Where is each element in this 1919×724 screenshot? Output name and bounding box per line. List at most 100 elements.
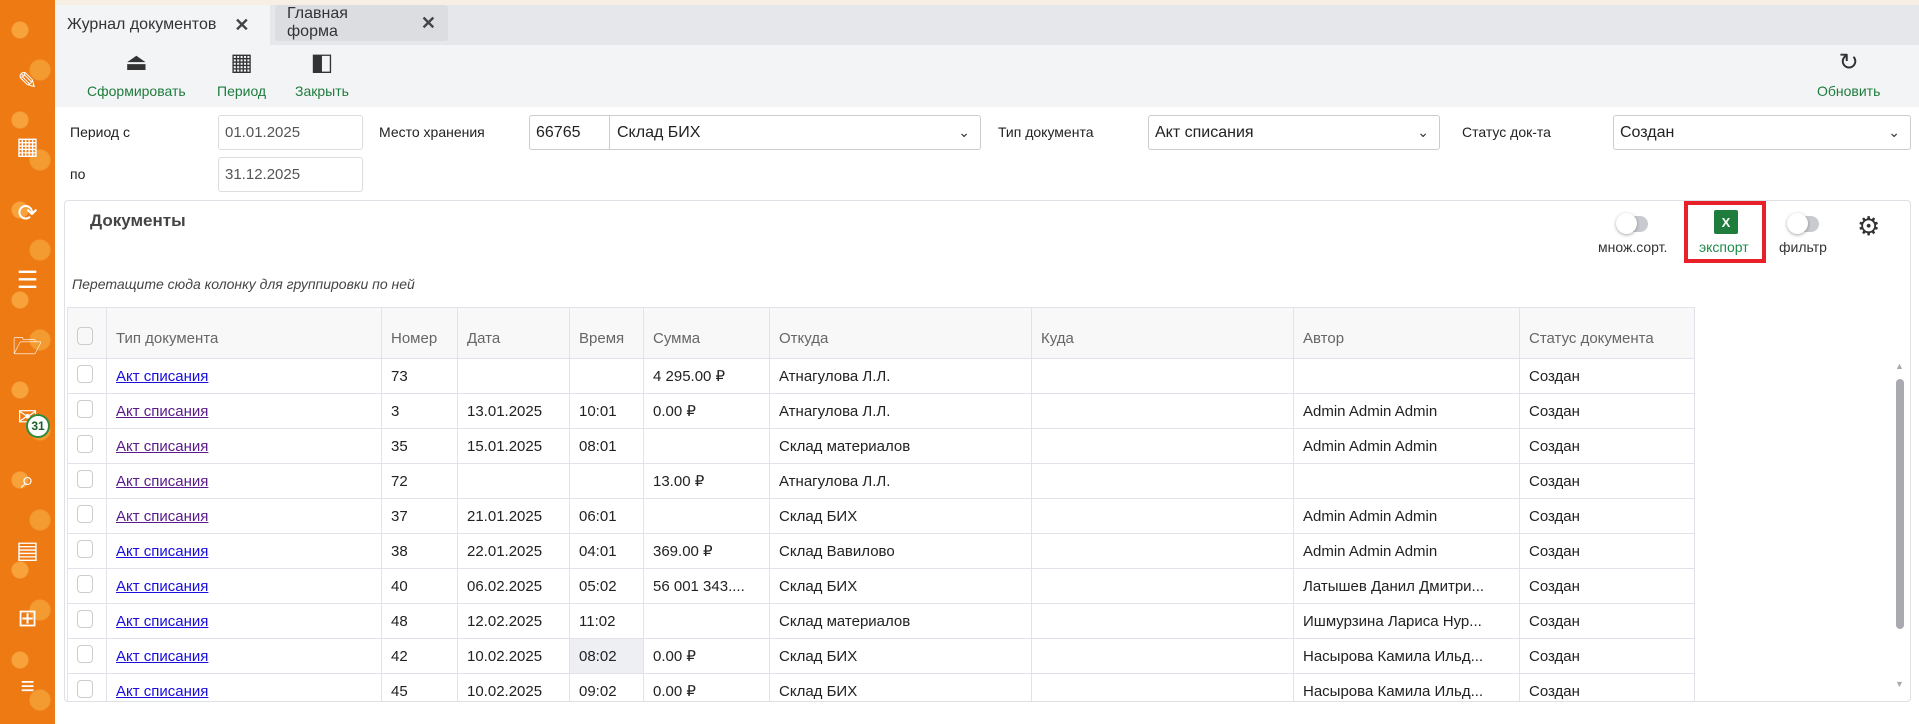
document-link[interactable]: Акт списания [116,612,209,630]
table-cell: 06.02.2025 [457,568,570,604]
scroll-down-icon[interactable]: ▼ [1895,679,1904,689]
period-from-label: Период с [70,124,130,140]
table-cell: Склад БИХ [769,568,1032,604]
table-cell [569,463,644,499]
table-clock-icon[interactable]: ⊞ [17,604,38,632]
sync-icon[interactable]: ⟳ [17,199,38,227]
table-cell: 11:02 [569,603,644,639]
column-header[interactable]: Время [569,307,644,359]
document-link[interactable]: Акт списания [116,472,209,490]
filter-toggle[interactable] [1787,213,1819,234]
status-select[interactable]: Создан ⌄ [1613,115,1911,150]
table-cell: Атнагулова Л.Л. [769,393,1032,429]
table-cell: Создан [1519,568,1695,604]
vertical-scrollbar[interactable]: ▲ ▼ [1895,361,1905,691]
row-checkbox[interactable] [77,435,93,453]
multisort-toggle[interactable] [1616,213,1648,234]
row-select-cell [67,568,107,604]
folder-icon[interactable]: 🗁 [12,332,43,360]
close-icon[interactable]: ✕ [420,12,436,33]
form-button[interactable]: ⏏ Сформировать [87,49,186,99]
table-cell: 12.02.2025 [457,603,570,639]
table-cell: Создан [1519,533,1695,569]
period-button[interactable]: ▦ Период [217,49,266,99]
column-header[interactable]: Тип документа [106,307,382,359]
column-header[interactable]: Статус документа [1519,307,1695,359]
table-cell: Акт списания [106,533,382,569]
doc-type-value: Акт списания [1155,123,1254,141]
table-cell: Акт списания [106,568,382,604]
gear-icon[interactable]: ⚙ [1857,211,1881,241]
row-select-cell [67,358,107,394]
table-cell: 0.00 ₽ [643,638,770,674]
table-row[interactable]: Акт списания 48 12.02.2025 11:02 Склад матер… [67,603,1695,639]
tab-label: Журнал документов [67,16,217,33]
calendar-icon[interactable]: ▤ [16,536,39,564]
sidebar: ✎ ▦ ⟳ ☰ 🗁 ✉ 31 ⌕ ▤ ⊞ ≡ [0,0,55,724]
select-all-checkbox[interactable] [77,327,93,345]
document-link[interactable]: Акт списания [116,367,209,385]
column-header[interactable]: Автор [1293,307,1520,359]
list-check-icon[interactable]: ≡ [20,673,35,700]
export-button[interactable]: X экспорт [1684,201,1766,263]
doc-type-select[interactable]: Акт списания ⌄ [1148,115,1440,150]
period-label: Период [217,83,267,99]
table-row[interactable]: Акт списания 45 10.02.2025 09:02 0.00 ₽ Склад… [67,673,1695,701]
scroll-up-icon[interactable]: ▲ [1895,361,1904,371]
row-checkbox[interactable] [77,470,93,488]
tab-journal[interactable]: Журнал документов ✕ [55,5,270,45]
pencil-icon[interactable]: ✎ [17,67,38,95]
tab-main-form[interactable]: Главная форма ✕ [275,5,448,41]
column-header[interactable]: Откуда [769,307,1032,359]
scrollbar-thumb[interactable] [1896,379,1904,629]
period-to-input[interactable]: 31.12.2025 [218,157,363,192]
qr-code-icon[interactable]: ▦ [16,132,39,160]
column-header[interactable]: Сумма [643,307,770,359]
table-cell [1031,358,1294,394]
form-label: Сформировать [87,83,186,99]
document-link[interactable]: Акт списания [116,507,209,525]
document-link[interactable]: Акт списания [116,682,209,700]
document-link[interactable]: Акт списания [116,402,209,420]
document-link[interactable]: Акт списания [116,542,209,560]
row-checkbox[interactable] [77,680,93,698]
row-checkbox[interactable] [77,505,93,523]
table-cell [1031,568,1294,604]
refresh-label: Обновить [1817,83,1881,99]
close-icon[interactable]: ✕ [234,14,250,35]
table-cell [1293,358,1520,394]
document-link[interactable]: Акт списания [116,647,209,665]
refresh-button[interactable]: ↻ Обновить [1817,49,1880,99]
table-cell: 04:01 [569,533,644,569]
table-row[interactable]: Акт списания 40 06.02.2025 05:02 56 001 343.… [67,568,1695,604]
table-row[interactable]: Акт списания 38 22.01.2025 04:01 369.00 ₽ Скл… [67,533,1695,569]
table-row[interactable]: Акт списания 35 15.01.2025 08:01 Склад матер… [67,428,1695,464]
table-cell [1031,603,1294,639]
table-cell: Латышев Данил Дмитри... [1293,568,1520,604]
table-row[interactable]: Акт списания 37 21.01.2025 06:01 Склад БИХ Ad… [67,498,1695,534]
table-row[interactable]: Акт списания 72 13.00 ₽ Атнагулова Л.Л. Созд… [67,463,1695,499]
column-header[interactable]: Номер [381,307,458,359]
document-link[interactable]: Акт списания [116,437,209,455]
table-row[interactable]: Акт списания 73 4 295.00 ₽ Атнагулова Л.Л. С… [67,358,1695,394]
column-header[interactable]: Дата [457,307,570,359]
column-header[interactable]: Куда [1031,307,1294,359]
search-icon[interactable]: ⌕ [20,467,35,494]
mail-icon[interactable]: ✉ 31 [0,400,55,438]
period-from-input[interactable]: 01.01.2025 [218,115,363,150]
list-download-icon[interactable]: ☰ [16,266,39,294]
table-row[interactable]: Акт списания 42 10.02.2025 08:02 0.00 ₽ Склад… [67,638,1695,674]
excel-icon: X [1714,210,1738,234]
close-button[interactable]: ◧ Закрыть [295,49,349,99]
row-checkbox[interactable] [77,610,93,628]
document-link[interactable]: Акт списания [116,577,209,595]
row-checkbox[interactable] [77,540,93,558]
row-checkbox[interactable] [77,645,93,663]
export-label: экспорт [1699,239,1749,255]
table-row[interactable]: Акт списания 3 13.01.2025 10:01 0.00 ₽ Атнагу… [67,393,1695,429]
storage-select[interactable]: 66765 Склад БИХ ⌄ [529,115,981,150]
row-checkbox[interactable] [77,575,93,593]
table-cell [1031,638,1294,674]
row-checkbox[interactable] [77,400,93,418]
row-checkbox[interactable] [77,365,93,383]
